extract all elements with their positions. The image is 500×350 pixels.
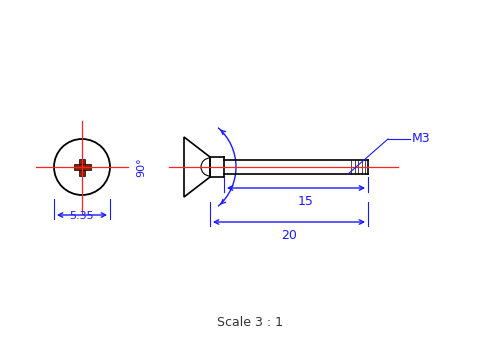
Text: Scale 3 : 1: Scale 3 : 1	[217, 315, 283, 329]
Polygon shape	[79, 159, 85, 175]
Text: M3: M3	[412, 133, 430, 146]
Text: 20: 20	[281, 229, 297, 242]
Polygon shape	[74, 164, 90, 170]
Text: 5.35: 5.35	[70, 211, 94, 221]
Text: 90°: 90°	[136, 157, 146, 177]
Text: 15: 15	[298, 195, 314, 208]
